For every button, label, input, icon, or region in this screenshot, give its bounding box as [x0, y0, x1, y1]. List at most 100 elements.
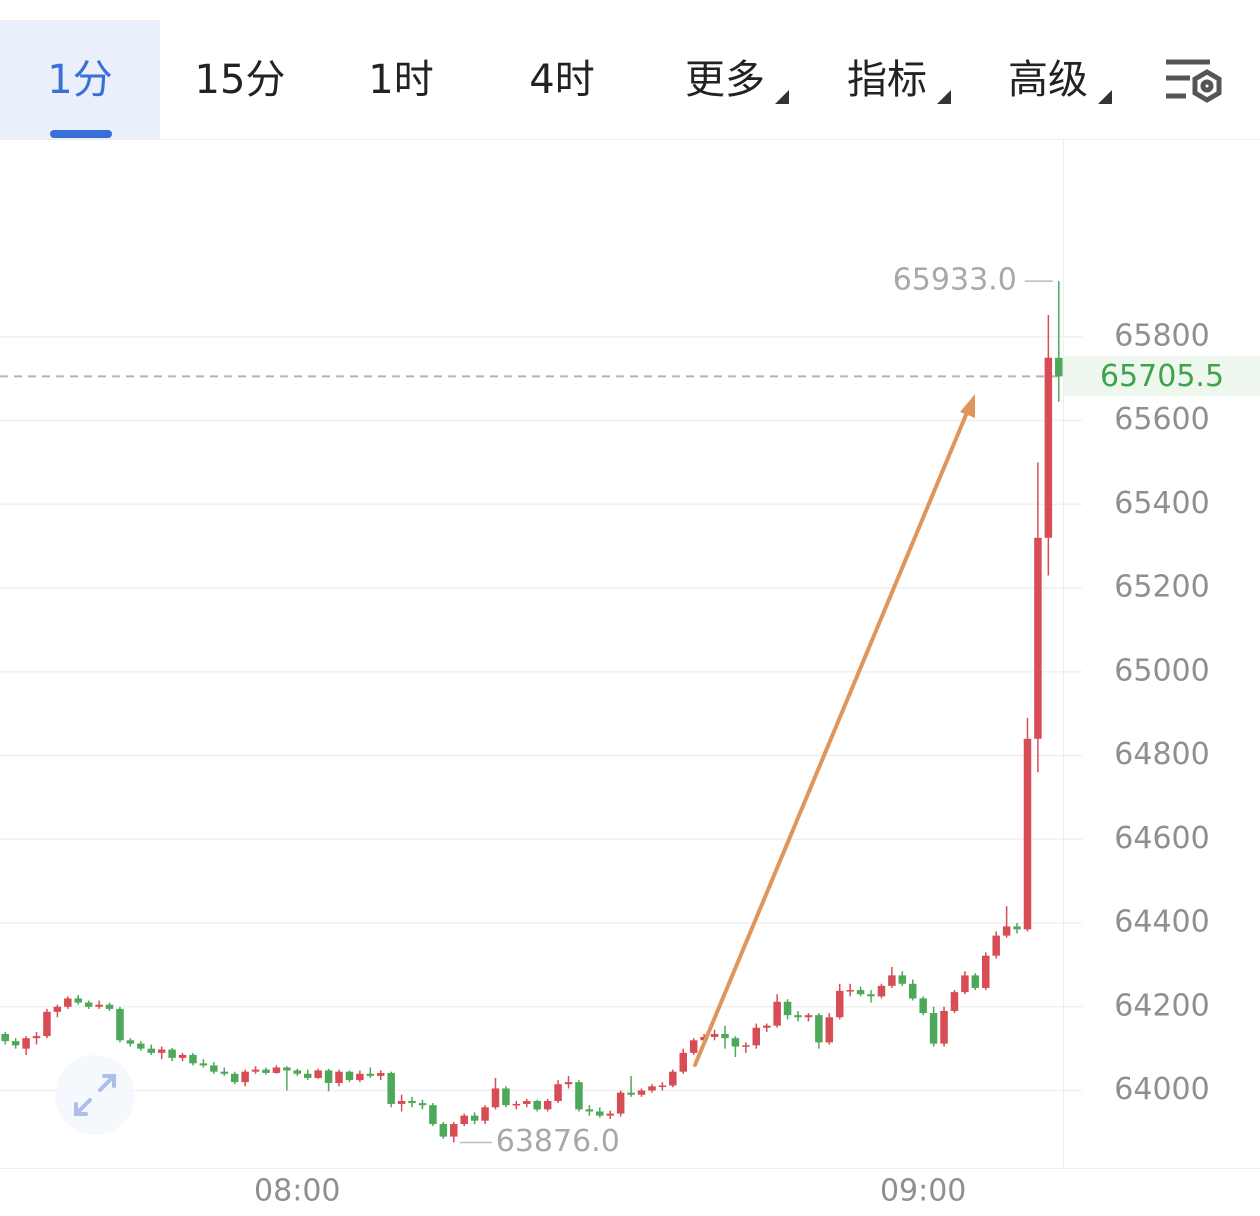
x-tick-label: 09:00: [880, 1174, 966, 1209]
dropdown-caret: [1098, 90, 1112, 104]
candle-body: [815, 1015, 823, 1043]
candle-body: [940, 1010, 948, 1044]
tab[interactable]: 15分: [195, 57, 286, 103]
candle-body: [491, 1088, 500, 1108]
candle-body: [137, 1043, 145, 1049]
candle-body: [908, 983, 917, 999]
tab[interactable]: 指标: [847, 57, 927, 103]
candle-body: [11, 1041, 20, 1046]
candle-body: [742, 1045, 750, 1047]
candle-body: [272, 1067, 281, 1073]
candle-body: [554, 1084, 562, 1102]
y-tick-label: 65000: [1114, 653, 1209, 688]
candle-body: [543, 1101, 552, 1110]
candle-body: [74, 998, 82, 1003]
candle-body: [919, 998, 927, 1014]
candle-body: [669, 1071, 677, 1086]
tab[interactable]: 高级: [1008, 57, 1088, 103]
candle-body: [230, 1073, 239, 1083]
candle-body: [32, 1036, 41, 1039]
candle-body: [147, 1048, 156, 1053]
candle-body: [418, 1103, 427, 1106]
dropdown-caret: [937, 90, 951, 104]
candle-body: [1013, 926, 1021, 930]
candle-body: [825, 1017, 834, 1043]
x-tick-label: 08:00: [254, 1174, 340, 1209]
y-tick-label: 65200: [1114, 570, 1209, 605]
candle-body: [1034, 537, 1042, 739]
candle-body: [314, 1070, 322, 1078]
candle-body: [262, 1069, 270, 1073]
tab[interactable]: 1分: [47, 57, 112, 103]
candle-body: [877, 985, 886, 997]
candle-body: [731, 1038, 740, 1047]
candle-body: [220, 1071, 229, 1074]
y-tick-label: 64400: [1114, 905, 1209, 940]
y-tick-label: 65400: [1114, 486, 1209, 521]
y-tick-label: 64200: [1114, 988, 1209, 1023]
tab[interactable]: 4时: [529, 57, 594, 103]
candle-body: [564, 1082, 573, 1085]
last-price-box: [1064, 356, 1260, 397]
candle-body: [710, 1034, 719, 1037]
candle-body: [721, 1034, 729, 1039]
settings-icon[interactable]: [1166, 59, 1222, 103]
tab-indicator: [50, 130, 112, 138]
y-tick-label: 64600: [1114, 821, 1209, 856]
candle-body: [324, 1070, 333, 1083]
dropdown-caret: [775, 90, 789, 104]
candle-body: [846, 990, 854, 992]
candle-body: [439, 1124, 448, 1137]
y-tick-label: 65800: [1114, 318, 1209, 353]
y-tick-label: 64800: [1114, 737, 1209, 772]
candle-body: [105, 1004, 114, 1009]
candle-body: [356, 1073, 364, 1081]
tab[interactable]: 1时: [368, 57, 433, 103]
candle-body: [783, 1001, 792, 1016]
candle-body: [679, 1052, 688, 1072]
candle-body: [22, 1038, 30, 1049]
y-tick-label: 65600: [1114, 402, 1209, 437]
candle-body: [982, 955, 990, 988]
candle-body: [345, 1071, 354, 1081]
candle-body: [898, 975, 907, 984]
candle-body: [512, 1103, 521, 1106]
candle-body: [366, 1073, 375, 1076]
candle-body: [1, 1034, 9, 1042]
low-marker-label: 63876.0: [496, 1124, 620, 1159]
candle-body: [199, 1063, 208, 1066]
candle-body: [856, 990, 865, 995]
candle-body: [168, 1049, 176, 1058]
candle-body: [1044, 357, 1053, 538]
candle-body: [335, 1071, 343, 1083]
candle-body: [835, 990, 844, 1018]
candle-body: [126, 1040, 135, 1044]
candle-body: [210, 1065, 218, 1072]
candle-body: [794, 1015, 802, 1018]
candle-body: [116, 1008, 124, 1041]
candle-body: [241, 1071, 249, 1083]
candle-body: [773, 1001, 781, 1026]
tab[interactable]: 更多: [685, 57, 765, 103]
candle-body: [251, 1069, 260, 1072]
candle-body: [929, 1013, 938, 1044]
candle-body: [283, 1067, 291, 1071]
candle-body: [616, 1092, 625, 1114]
candle-body: [762, 1025, 771, 1028]
candle-body: [804, 1015, 813, 1018]
candle-body: [971, 975, 980, 988]
candle-body: [533, 1101, 541, 1110]
candle-body: [627, 1092, 635, 1095]
candle-body: [752, 1027, 761, 1046]
candle-body: [950, 992, 959, 1011]
candle-body: [43, 1011, 51, 1037]
candle-body: [867, 994, 875, 997]
zoom-button[interactable]: [55, 1055, 135, 1135]
candle-body: [648, 1086, 656, 1091]
candle-body: [293, 1070, 302, 1074]
candle-body: [637, 1090, 646, 1095]
candle-body: [376, 1072, 385, 1076]
candle-body: [387, 1072, 395, 1104]
candle-body: [408, 1101, 416, 1104]
candle-body: [575, 1082, 583, 1110]
